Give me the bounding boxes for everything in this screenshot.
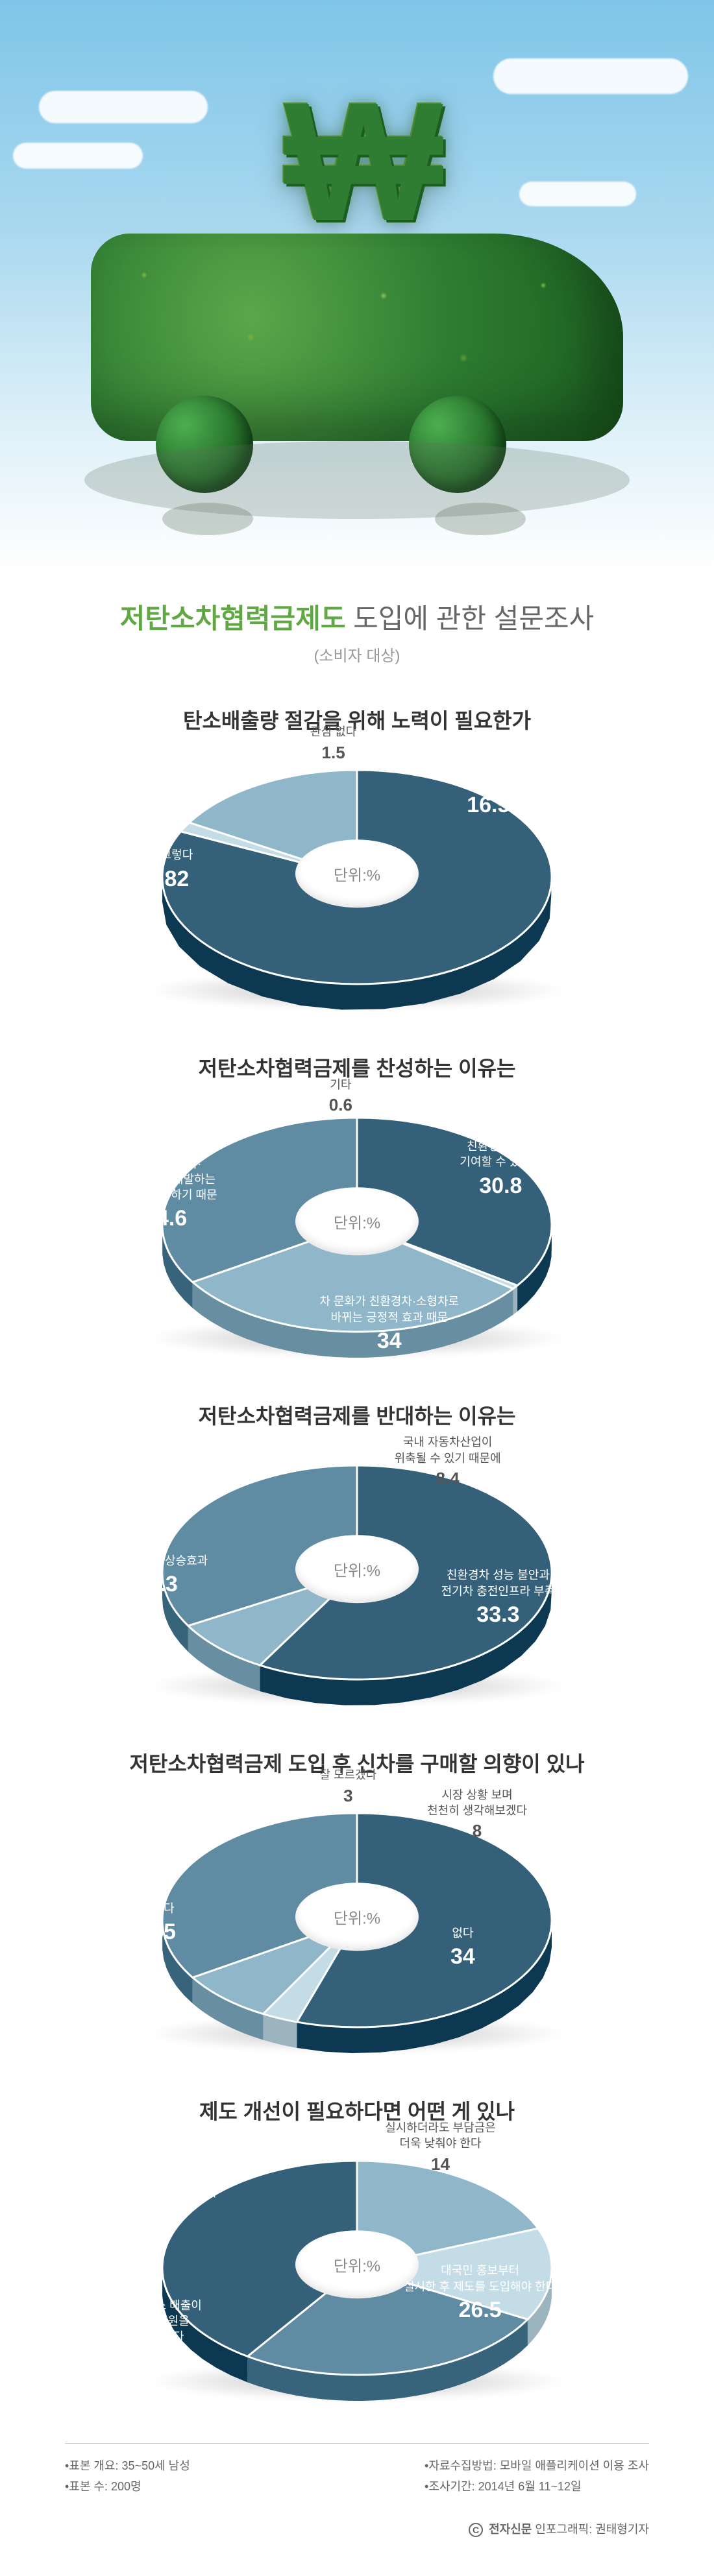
- credit-source: 전자신문: [489, 2523, 532, 2536]
- pie-center-unit: 단위:%: [295, 1883, 419, 1951]
- pie-slice-label: 있다55: [151, 1901, 176, 1947]
- won-symbol-icon: ₩: [284, 66, 430, 259]
- chart-section: 저탄소차협력금제 도입 후 신차를 구매할 의향이 있나 단위:%있다55잘 모…: [65, 1748, 649, 2043]
- chart-section: 저탄소차협력금제를 반대하는 이유는 단위:%대형차 가격 상승효과58.3국내…: [65, 1400, 649, 1696]
- pie-slice-label: 잘 모르겠다16.5: [460, 773, 517, 820]
- pie-chart: 단위:%대형차 가격 상승효과58.3국내 자동차산업이위축될 수 있기 때문에…: [123, 1449, 591, 1696]
- pie-center-unit: 단위:%: [295, 1187, 419, 1255]
- credit-line: C 전자신문 인포그래픽: 권태형기자: [0, 2520, 714, 2576]
- cloud: [39, 91, 208, 123]
- pie-chart: 단위:%있다55잘 모르겠다3시장 상황 보며천천히 생각해보겠다8없다34: [123, 1797, 591, 2043]
- charts-container: 탄소배출량 절감을 위해 노력이 필요한가 단위:%그렇다82관심 없다1.5잘…: [0, 704, 714, 2391]
- chart-section: 탄소배출량 절감을 위해 노력이 필요한가 단위:%그렇다82관심 없다1.5잘…: [65, 704, 649, 1000]
- pie-slice-label: 대형차 가격 상승효과58.3: [105, 1553, 208, 1600]
- pie-chart: 단위:%그렇다82관심 없다1.5잘 모르겠다16.5: [123, 754, 591, 1000]
- car-reflection: [65, 441, 649, 571]
- pie-center-unit: 단위:%: [295, 839, 419, 908]
- chart-section: 저탄소차협력금제를 찬성하는 이유는 단위:%업계가 전기차·고효율차를 개발하…: [65, 1052, 649, 1348]
- pie-slice-label: 기타0.6: [329, 1077, 352, 1116]
- page-title: 저탄소차협력금제도 도입에 관한 설문조사: [0, 597, 714, 636]
- pie-slice-label: 친환경 조성에기여할 수 있어서30.8: [460, 1138, 541, 1201]
- pie-center-unit: 단위:%: [295, 2230, 419, 2298]
- pie-slice-label: 관심 없다1.5: [310, 724, 356, 764]
- pie-slice-label: 없다34: [450, 1925, 475, 1972]
- pie-slice-label: 시장 상황 보며천천히 생각해보겠다8: [427, 1787, 527, 1843]
- pie-slice-label: 친환경차 성능 불안과전기차 충전인프라 부족33.3: [441, 1567, 556, 1630]
- pie-slice-label: 전기차 등 탄소 배출이없는 차량 지원을더 늘려야 한다40.5: [95, 2298, 202, 2376]
- pie-center-unit: 단위:%: [295, 1535, 419, 1603]
- footnote-line: •표본 수: 200명: [65, 2477, 190, 2494]
- pie-slice-label: 대국민 홍보부터실시한 후 제도를 도입해야 한다26.5: [404, 2263, 556, 2325]
- hero-illustration: ₩: [0, 0, 714, 571]
- pie-slice-label: 대비책 마련을 위해 1~2년준비기간을 더 줘야 한다19: [95, 2169, 222, 2232]
- pie-slice-label: 그렇다82: [161, 847, 193, 894]
- copyright-icon: C: [469, 2523, 483, 2537]
- cloud: [493, 58, 688, 94]
- pie-chart: 단위:%대비책 마련을 위해 1~2년준비기간을 더 줘야 한다19실시하더라도…: [123, 2145, 591, 2391]
- pie-chart: 단위:%업계가 전기차·고효율차를 개발하는기회로 작용하기 때문34.6기타0…: [123, 1101, 591, 1348]
- pie-slice-label: 잘 모르겠다3: [319, 1767, 376, 1807]
- credit-detail: 인포그래픽: 권태형기자: [535, 2523, 649, 2536]
- page-subtitle: (소비자 대상): [0, 643, 714, 666]
- pie-slice-label: 실시하더라도 부담금은더욱 낮춰야 한다14: [385, 2120, 496, 2176]
- pie-slice-label: 업계가 전기차·고효율차를 개발하는기회로 작용하기 때문34.6: [114, 1156, 217, 1234]
- chart-section: 제도 개선이 필요하다면 어떤 게 있나 단위:%대비책 마련을 위해 1~2년…: [65, 2095, 649, 2391]
- footnote-line: •조사기간: 2014년 6월 11~12일: [425, 2477, 649, 2494]
- pie-slice-label: 차 문화가 친환경차·소형차로바뀌는 긍정적 효과 때문34: [319, 1294, 459, 1356]
- title-rest: 도입에 관한 설문조사: [345, 603, 594, 634]
- title-highlight: 저탄소차협력금제도: [120, 603, 346, 634]
- pie-slice-label: 국내 자동차산업이위축될 수 있기 때문에8.4: [395, 1434, 501, 1490]
